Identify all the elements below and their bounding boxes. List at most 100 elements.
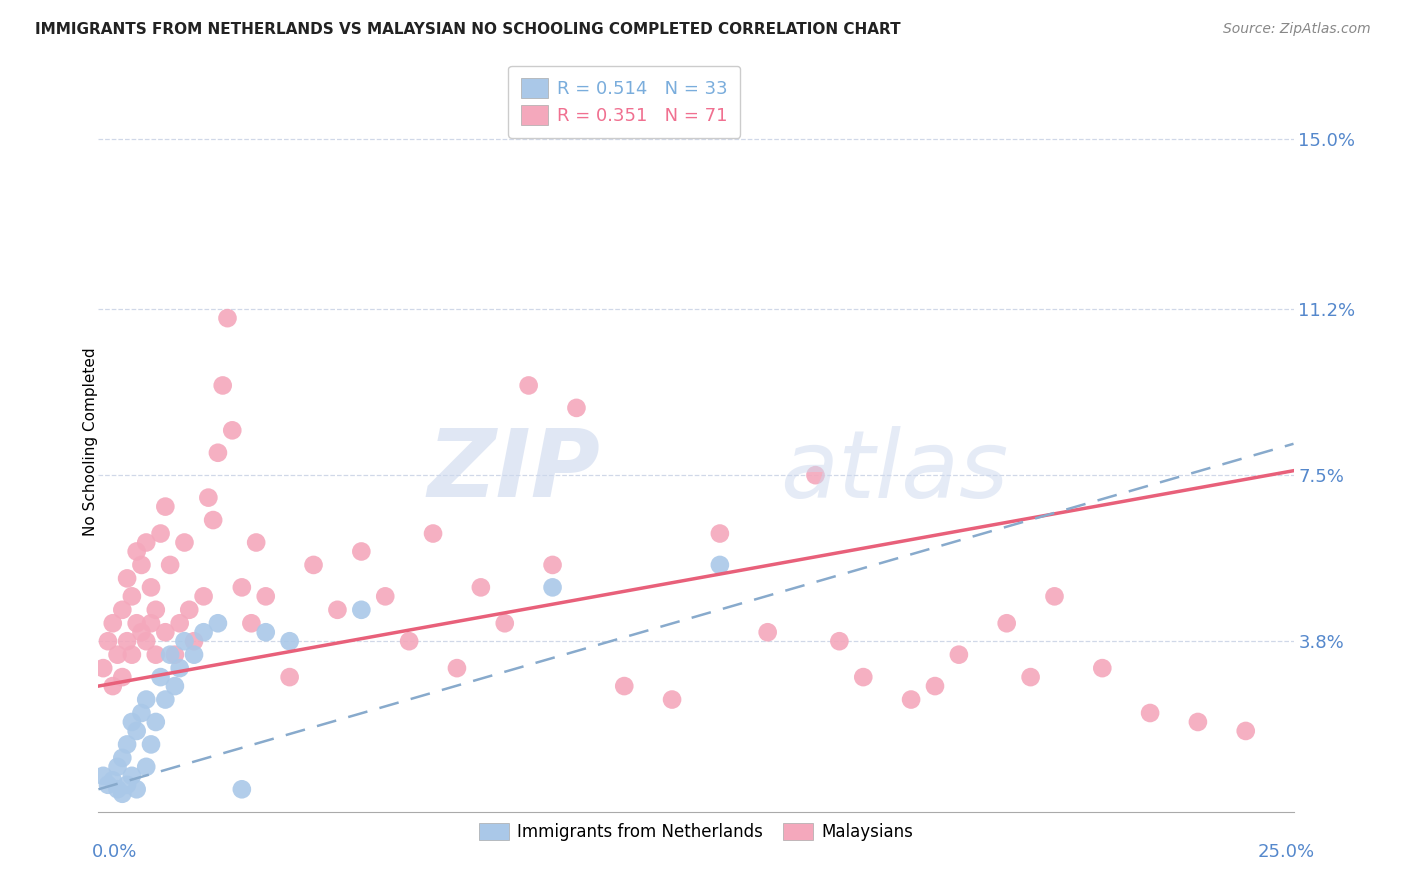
Point xyxy=(107,782,129,797)
Point xyxy=(565,401,588,415)
Point xyxy=(135,634,157,648)
Point xyxy=(804,468,827,483)
Text: ZIP: ZIP xyxy=(427,425,600,517)
Point xyxy=(494,616,516,631)
Point xyxy=(350,603,373,617)
Point xyxy=(159,558,181,572)
Point xyxy=(193,590,215,604)
Point xyxy=(97,634,120,648)
Point xyxy=(202,513,225,527)
Point xyxy=(169,616,191,631)
Point xyxy=(169,661,191,675)
Point xyxy=(948,648,970,662)
Point xyxy=(121,714,143,729)
Point xyxy=(240,616,263,631)
Point xyxy=(924,679,946,693)
Point xyxy=(111,787,134,801)
Point xyxy=(207,446,229,460)
Point xyxy=(221,423,243,437)
Point xyxy=(101,679,124,693)
Point xyxy=(125,782,148,797)
Point xyxy=(995,616,1018,631)
Legend: Immigrants from Netherlands, Malaysians: Immigrants from Netherlands, Malaysians xyxy=(472,816,920,847)
Point xyxy=(1139,706,1161,720)
Point xyxy=(1043,590,1066,604)
Point xyxy=(470,580,492,594)
Point xyxy=(302,558,325,572)
Point xyxy=(245,535,267,549)
Point xyxy=(183,634,205,648)
Point xyxy=(709,526,731,541)
Point xyxy=(145,714,167,729)
Point xyxy=(97,778,120,792)
Point xyxy=(163,648,186,662)
Point xyxy=(115,634,138,648)
Point xyxy=(155,500,177,514)
Point xyxy=(131,625,153,640)
Point xyxy=(254,625,277,640)
Point xyxy=(91,769,114,783)
Point xyxy=(111,751,134,765)
Point xyxy=(149,670,172,684)
Point xyxy=(446,661,468,675)
Text: 25.0%: 25.0% xyxy=(1257,843,1315,861)
Point xyxy=(1019,670,1042,684)
Point xyxy=(828,634,851,648)
Point xyxy=(613,679,636,693)
Point xyxy=(155,625,177,640)
Point xyxy=(121,590,143,604)
Point xyxy=(101,616,124,631)
Point xyxy=(163,679,186,693)
Point xyxy=(135,535,157,549)
Point xyxy=(115,571,138,585)
Point xyxy=(852,670,875,684)
Point xyxy=(155,692,177,706)
Point xyxy=(159,648,181,662)
Point xyxy=(1187,714,1209,729)
Point xyxy=(326,603,349,617)
Point xyxy=(91,661,114,675)
Point xyxy=(179,603,201,617)
Point xyxy=(125,723,148,738)
Text: 0.0%: 0.0% xyxy=(91,843,136,861)
Point xyxy=(111,670,134,684)
Point xyxy=(231,782,253,797)
Point xyxy=(350,544,373,558)
Point xyxy=(374,590,396,604)
Point xyxy=(197,491,219,505)
Point xyxy=(139,738,162,752)
Point xyxy=(278,634,301,648)
Point xyxy=(398,634,420,648)
Point xyxy=(115,778,138,792)
Point xyxy=(145,603,167,617)
Point xyxy=(211,378,233,392)
Text: IMMIGRANTS FROM NETHERLANDS VS MALAYSIAN NO SCHOOLING COMPLETED CORRELATION CHAR: IMMIGRANTS FROM NETHERLANDS VS MALAYSIAN… xyxy=(35,22,901,37)
Point xyxy=(193,625,215,640)
Point xyxy=(207,616,229,631)
Text: atlas: atlas xyxy=(779,425,1008,516)
Point xyxy=(101,773,124,788)
Point xyxy=(149,526,172,541)
Point xyxy=(661,692,683,706)
Point xyxy=(183,648,205,662)
Point xyxy=(131,558,153,572)
Point xyxy=(278,670,301,684)
Point xyxy=(115,738,138,752)
Point xyxy=(139,616,162,631)
Point xyxy=(217,311,239,326)
Point xyxy=(135,760,157,774)
Y-axis label: No Schooling Completed: No Schooling Completed xyxy=(83,347,97,536)
Point xyxy=(107,648,129,662)
Point xyxy=(135,692,157,706)
Point xyxy=(121,648,143,662)
Point xyxy=(422,526,444,541)
Point xyxy=(173,535,195,549)
Point xyxy=(139,580,162,594)
Point xyxy=(541,558,564,572)
Point xyxy=(756,625,779,640)
Point xyxy=(231,580,253,594)
Point xyxy=(541,580,564,594)
Point xyxy=(709,558,731,572)
Point xyxy=(107,760,129,774)
Point xyxy=(1091,661,1114,675)
